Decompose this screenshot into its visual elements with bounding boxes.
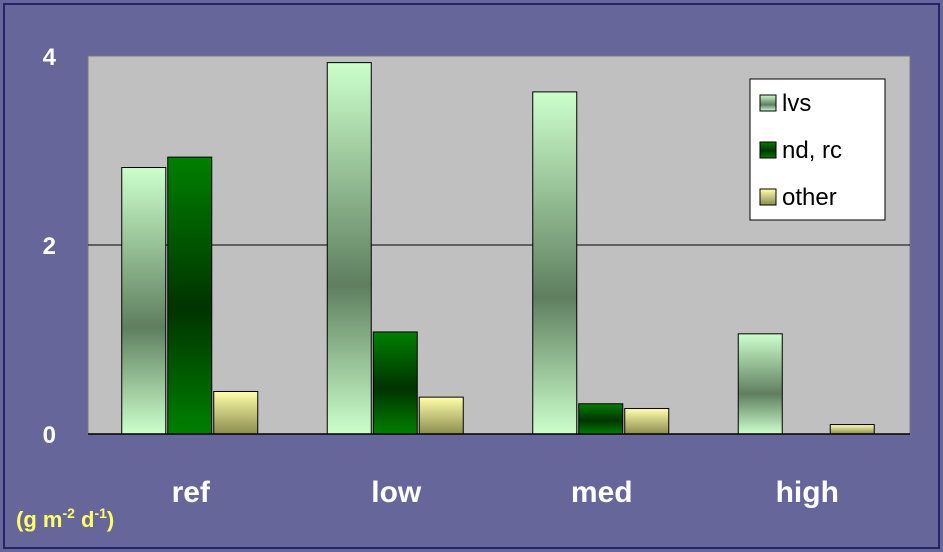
x-category-label-med: med	[571, 476, 633, 509]
legend-label-lvs: lvs	[782, 90, 811, 117]
y-tick-label: 0	[43, 422, 56, 449]
slide-border	[3, 3, 940, 549]
legend-swatch-lvs	[759, 94, 777, 112]
bar-other-low	[418, 396, 464, 435]
legend-label-nd-rc: nd, rc	[782, 137, 842, 164]
y-axis-ticks: 0 2 4	[43, 44, 57, 449]
bar-other-ref	[213, 390, 259, 435]
bar-nd-rc-ref	[167, 156, 213, 435]
x-category-label-low: low	[371, 476, 422, 509]
bar-lvs-high	[737, 333, 783, 435]
legend-swatch-other	[759, 188, 777, 206]
legend: lvs nd, rc other	[749, 78, 886, 221]
y-tick-label: 4	[43, 44, 57, 71]
bar-lvs-low	[326, 62, 372, 435]
x-axis-labels: ref low med high	[172, 476, 839, 509]
bar-other-med	[624, 407, 670, 435]
bar-nd-rc-med	[578, 403, 624, 435]
bar-lvs-ref	[121, 167, 167, 435]
bar-nd-rc-low	[372, 331, 418, 435]
bar-other-high	[829, 424, 875, 435]
x-category-label-high: high	[776, 476, 839, 509]
bars	[121, 62, 875, 435]
unit-label: (g m-2 d-1)	[16, 505, 114, 532]
bar-lvs-med	[532, 91, 578, 435]
legend-label-other: other	[782, 184, 837, 211]
y-tick-label: 2	[43, 233, 56, 260]
legend-swatch-nd-rc	[759, 141, 777, 159]
x-category-label-ref: ref	[172, 476, 211, 509]
